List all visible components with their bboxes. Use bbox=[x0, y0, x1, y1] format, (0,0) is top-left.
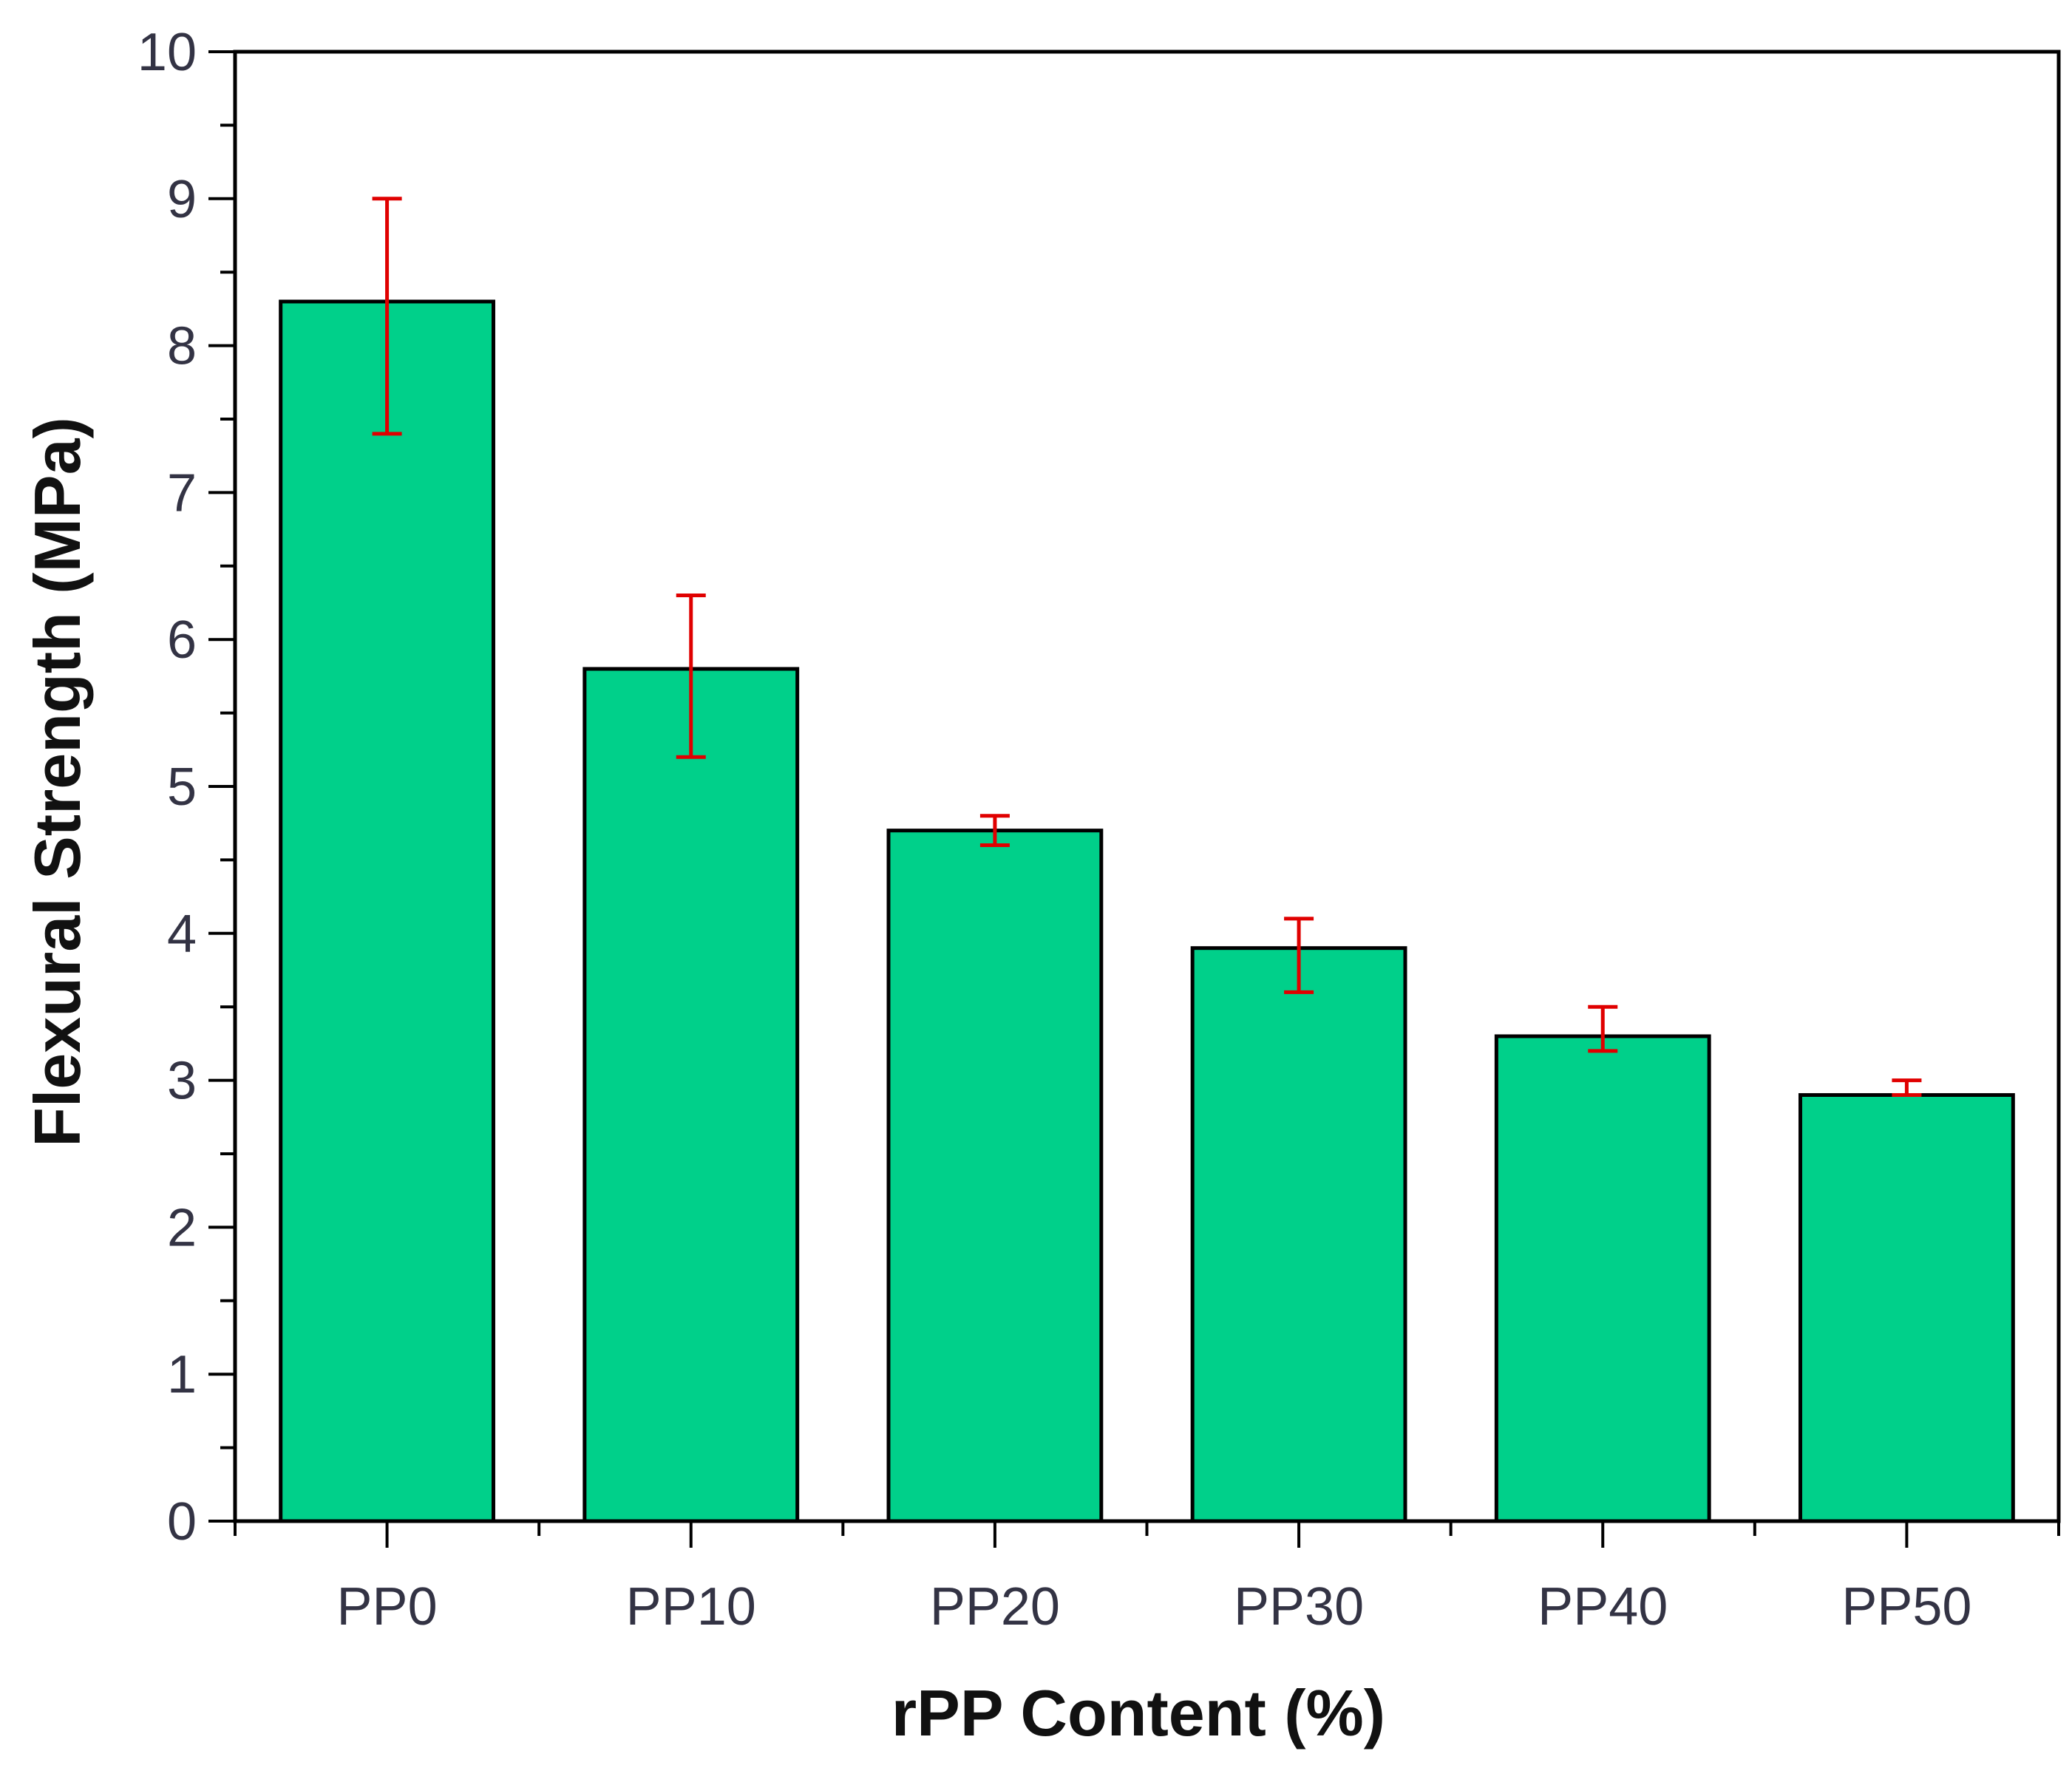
y-axis-title: Flexural Strength (MPa) bbox=[21, 417, 94, 1147]
bar-pp30 bbox=[1190, 946, 1407, 1523]
y-tick-label: 0 bbox=[167, 1492, 197, 1551]
axes bbox=[208, 50, 2060, 1548]
x-tick-label: PP40 bbox=[1538, 1577, 1668, 1636]
y-tick-label: 5 bbox=[167, 758, 197, 817]
plot-border bbox=[233, 50, 2061, 1523]
bar-pp40 bbox=[1494, 1034, 1711, 1523]
y-tick-label: 3 bbox=[167, 1052, 197, 1111]
error-bars-group bbox=[372, 197, 1922, 1097]
y-tick-label: 6 bbox=[167, 611, 197, 670]
x-axis-title: rPP Content (%) bbox=[891, 1676, 1385, 1750]
bar-pp0 bbox=[279, 299, 495, 1523]
x-tick-label: PP20 bbox=[930, 1577, 1060, 1636]
y-tick-label: 1 bbox=[167, 1345, 197, 1404]
bars-group bbox=[279, 299, 2015, 1523]
y-tick-label: 4 bbox=[167, 905, 197, 964]
x-tick-label: PP30 bbox=[1234, 1577, 1364, 1636]
y-tick-label: 2 bbox=[167, 1198, 197, 1257]
y-tick-label: 9 bbox=[167, 170, 197, 229]
bar-pp20 bbox=[886, 829, 1104, 1523]
x-tick-label: PP0 bbox=[337, 1577, 438, 1636]
y-tick-label: 7 bbox=[167, 463, 197, 523]
x-tick-label: PP10 bbox=[626, 1577, 756, 1636]
y-tick-label: 8 bbox=[167, 317, 197, 376]
plot-frame bbox=[233, 50, 2061, 1523]
bar-pp50 bbox=[1798, 1092, 2015, 1523]
bar-pp10 bbox=[582, 667, 800, 1523]
tick-labels: 0 1 2 3 4 5 6 7 8 9 10 PP0 PP10 PP20 PP30 PP40 PP50 bbox=[137, 23, 1972, 1636]
y-tick-label: 10 bbox=[137, 23, 197, 82]
x-tick-label: PP50 bbox=[1841, 1577, 1971, 1636]
